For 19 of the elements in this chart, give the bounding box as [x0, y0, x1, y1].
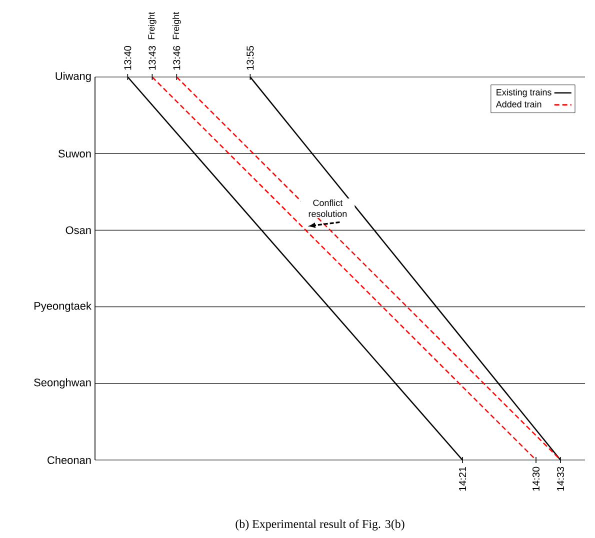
x2-tick-label: 13:55 [246, 46, 254, 70]
x2-tick-label: 13:40 [124, 46, 132, 70]
y-tick-label: Uiwang [56, 72, 91, 82]
y-tick-label: Suwon [58, 150, 91, 158]
y-tick-label: Osan [66, 226, 91, 234]
y-tick-label: Seonghwan [34, 378, 91, 389]
x-tick-label: 14:33 [556, 466, 564, 491]
y-tick-label: Pyeongtaek [34, 302, 92, 312]
x-tick-label: 14:30 [532, 466, 540, 491]
text: Freight [148, 12, 156, 40]
y-tick-label: Cheonan [48, 456, 91, 464]
annotation: Conflict resolution [308, 199, 347, 218]
x2-tick-label: 13:46 [173, 46, 180, 70]
legend-label: Existing trains [496, 88, 552, 98]
text: Freight [172, 12, 181, 40]
legend-label: Added train [496, 100, 542, 108]
x2-tick-label: 13:43 [148, 46, 156, 70]
x-tick-label: 14:21 [459, 466, 466, 491]
text: (b) Experimental result of Fig. 3(b) [236, 519, 404, 530]
